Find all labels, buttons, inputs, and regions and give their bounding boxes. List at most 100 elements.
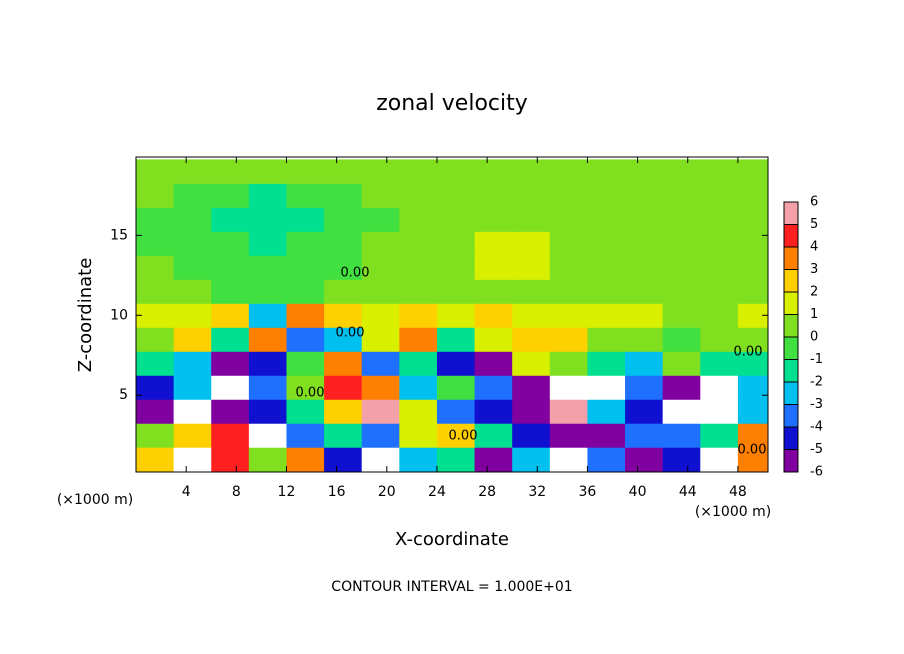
colorbar-label: -5 bbox=[810, 442, 823, 457]
x-unit-label: (×1000 m) bbox=[57, 492, 133, 508]
colorbar-band bbox=[784, 359, 798, 382]
field-cell bbox=[173, 303, 212, 328]
colorbar-band bbox=[784, 337, 798, 360]
x-tick-label: 24 bbox=[428, 484, 446, 500]
field-cell bbox=[587, 231, 626, 256]
field-cell bbox=[587, 303, 626, 328]
colorbar-band bbox=[784, 314, 798, 337]
field-cell bbox=[587, 183, 626, 208]
field-cell bbox=[512, 159, 551, 184]
x-tick-label: 40 bbox=[629, 484, 647, 500]
colorbar-label: -4 bbox=[810, 420, 823, 435]
field-cell bbox=[173, 399, 212, 424]
field-cell bbox=[324, 327, 363, 352]
field-cell bbox=[512, 423, 551, 448]
field-cell bbox=[625, 447, 664, 472]
field-cell bbox=[324, 399, 363, 424]
field-cell bbox=[248, 255, 287, 280]
contour-label: 0.00 bbox=[336, 326, 365, 341]
field-cell bbox=[286, 447, 325, 472]
x-axis-label: X-coordinate bbox=[395, 529, 509, 550]
field-cell bbox=[474, 279, 513, 304]
field-cell bbox=[662, 327, 701, 352]
field-cell bbox=[399, 183, 438, 208]
field-cell bbox=[737, 303, 768, 328]
field-cell bbox=[248, 447, 287, 472]
colorbar-label: -6 bbox=[810, 465, 823, 480]
field-cell bbox=[737, 231, 768, 256]
field-cell bbox=[662, 303, 701, 328]
field-cell bbox=[136, 447, 175, 472]
field-cell bbox=[211, 207, 250, 232]
field-cell bbox=[587, 279, 626, 304]
footer: CONTOUR INTERVAL = 1.000E+01 bbox=[331, 579, 572, 595]
field-cell bbox=[173, 159, 212, 184]
field-cell bbox=[173, 447, 212, 472]
field-cell bbox=[587, 159, 626, 184]
x-tick-label: 32 bbox=[528, 484, 546, 500]
field-cell bbox=[361, 255, 400, 280]
x-tick-label: 48 bbox=[729, 484, 747, 500]
field-cell bbox=[361, 327, 400, 352]
colorbar-band bbox=[784, 382, 798, 405]
field-cell bbox=[700, 207, 739, 232]
field-cell bbox=[587, 423, 626, 448]
field-cell bbox=[136, 159, 175, 184]
field-cell bbox=[324, 183, 363, 208]
field-cell bbox=[399, 423, 438, 448]
field-cell bbox=[211, 399, 250, 424]
colorbar-band bbox=[784, 224, 798, 247]
field-cell bbox=[587, 375, 626, 400]
field-cell bbox=[136, 279, 175, 304]
field-cell bbox=[399, 255, 438, 280]
field-cell bbox=[549, 159, 588, 184]
field-cell bbox=[549, 183, 588, 208]
field-cell bbox=[549, 447, 588, 472]
field-cell bbox=[248, 327, 287, 352]
field-cell bbox=[399, 351, 438, 376]
field-cell bbox=[248, 183, 287, 208]
field-cell bbox=[173, 375, 212, 400]
field-cell bbox=[286, 351, 325, 376]
colorbar-band bbox=[784, 269, 798, 292]
field-cell bbox=[436, 447, 476, 472]
colorbar-label: -1 bbox=[810, 352, 823, 367]
colorbar-label: 2 bbox=[810, 285, 818, 300]
field-cell bbox=[549, 231, 588, 256]
field-cell bbox=[625, 375, 664, 400]
field-cell bbox=[248, 375, 287, 400]
field-cell bbox=[399, 279, 438, 304]
field-cell bbox=[737, 351, 768, 376]
field-cell bbox=[324, 231, 363, 256]
field-cell bbox=[700, 231, 739, 256]
field-cell bbox=[700, 327, 739, 352]
field-cell bbox=[399, 303, 438, 328]
field-cell bbox=[700, 375, 739, 400]
field-cell bbox=[474, 303, 513, 328]
field-cell bbox=[436, 279, 476, 304]
field-cell bbox=[512, 279, 551, 304]
field-cell bbox=[700, 351, 739, 376]
field-cell bbox=[173, 255, 212, 280]
field-cell bbox=[625, 279, 664, 304]
field-cell bbox=[173, 351, 212, 376]
field-cell bbox=[474, 183, 513, 208]
field-cell bbox=[662, 399, 701, 424]
field-cell bbox=[549, 399, 588, 424]
field-cell bbox=[286, 159, 325, 184]
x-tick-label: 12 bbox=[278, 484, 296, 500]
field-cell bbox=[324, 255, 363, 280]
field-cell bbox=[700, 183, 739, 208]
field-cell bbox=[211, 159, 250, 184]
field-cell bbox=[399, 375, 438, 400]
field-cell bbox=[474, 447, 513, 472]
field-cell bbox=[662, 207, 701, 232]
field-cell bbox=[211, 231, 250, 256]
field-cell bbox=[625, 423, 664, 448]
field-cell bbox=[700, 279, 739, 304]
field-cell bbox=[211, 279, 250, 304]
field-cell bbox=[700, 159, 739, 184]
chart-title: zonal velocity bbox=[376, 91, 528, 116]
field-cell bbox=[136, 327, 175, 352]
colorbar-label: 3 bbox=[810, 262, 818, 277]
